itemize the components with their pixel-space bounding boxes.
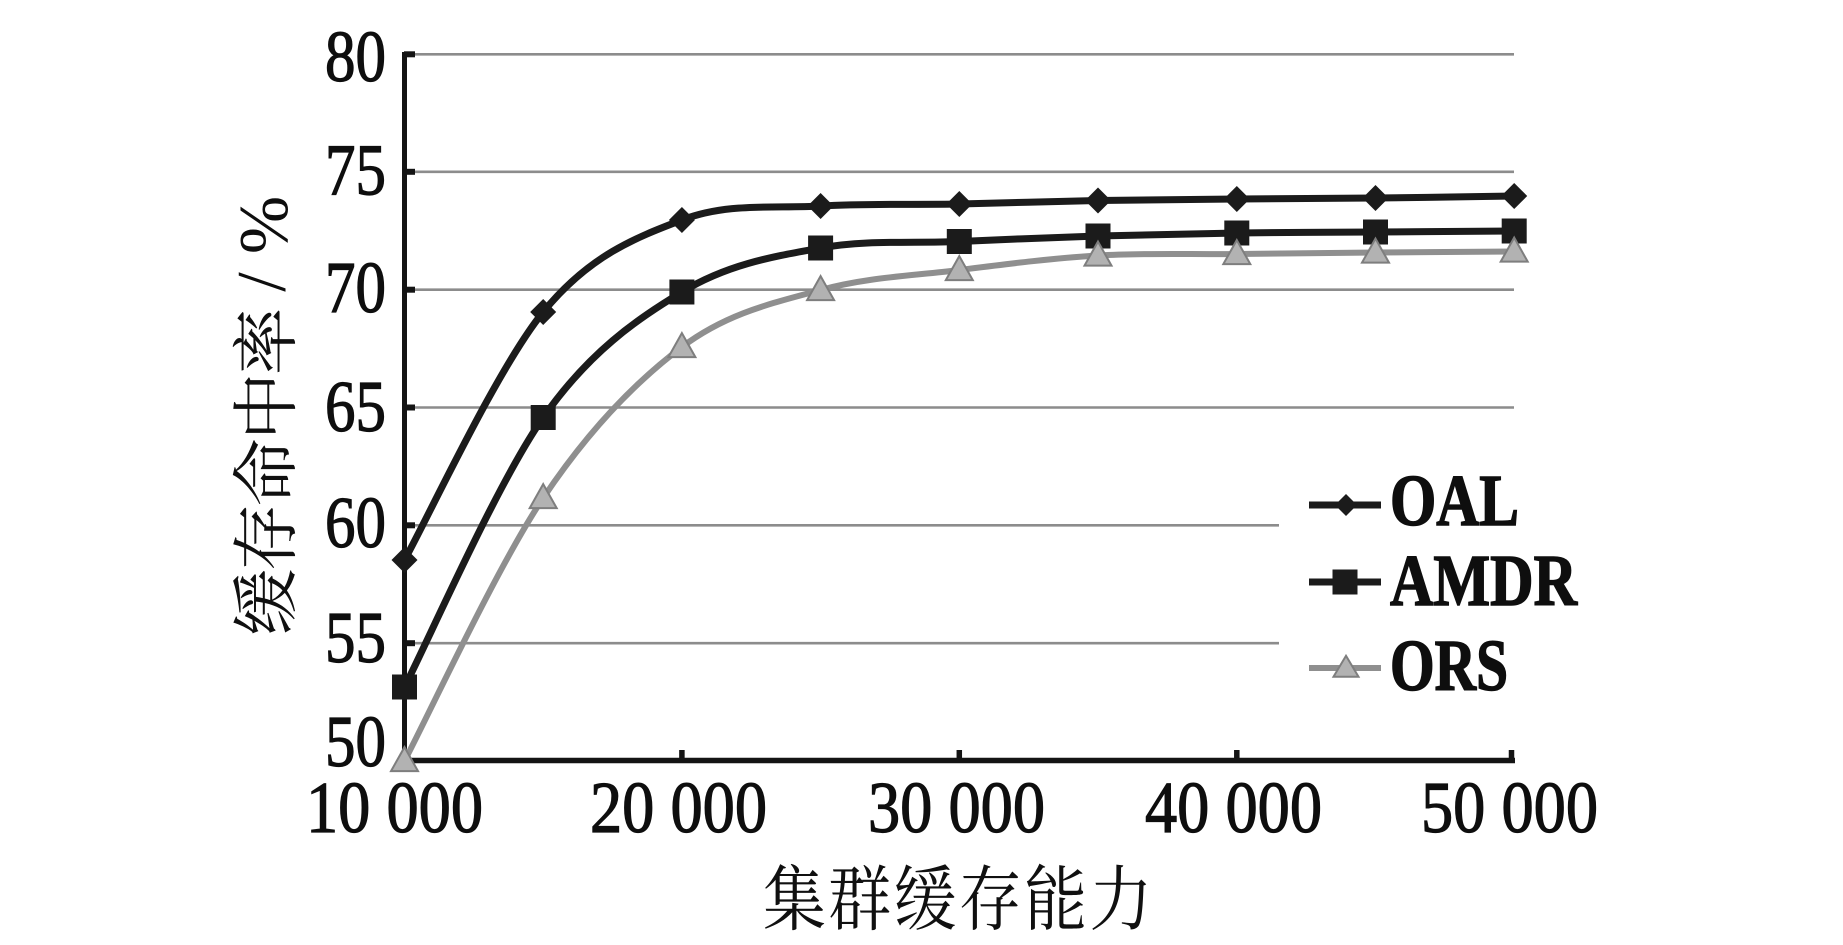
svg-text:10 000: 10 000 [306, 767, 483, 848]
svg-text:40 000: 40 000 [1145, 767, 1322, 848]
svg-text:20 000: 20 000 [590, 767, 767, 848]
svg-text:/: / [224, 272, 301, 292]
svg-text:75: 75 [325, 130, 386, 211]
svg-text:60: 60 [325, 482, 386, 563]
svg-text:%: % [226, 196, 303, 254]
svg-text:ORS: ORS [1390, 625, 1508, 706]
svg-text:55: 55 [325, 597, 386, 678]
svg-text:50: 50 [325, 701, 386, 782]
svg-text:70: 70 [325, 247, 386, 328]
svg-text:OAL: OAL [1390, 460, 1519, 541]
svg-text:80: 80 [325, 16, 386, 97]
svg-text:50 000: 50 000 [1421, 767, 1598, 848]
svg-text:65: 65 [325, 366, 386, 447]
svg-text:AMDR: AMDR [1390, 540, 1578, 621]
svg-text:30 000: 30 000 [868, 767, 1045, 848]
